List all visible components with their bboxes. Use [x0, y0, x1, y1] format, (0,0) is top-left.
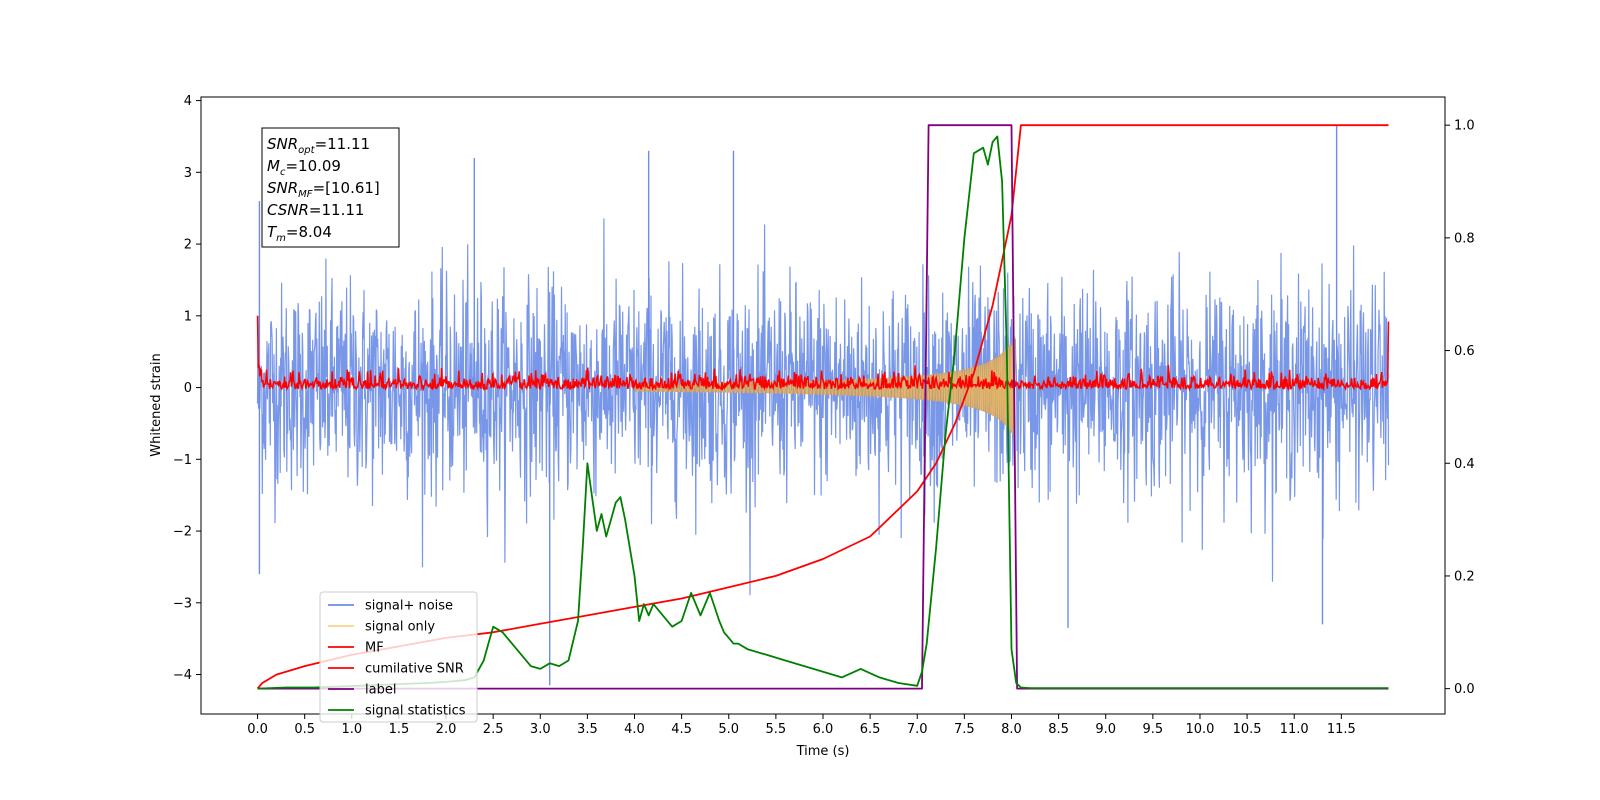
- x-axis-label: Time (s): [796, 744, 850, 759]
- x-tick-label: 6.5: [860, 722, 881, 737]
- y-tick-label: 1: [184, 309, 192, 324]
- x-tick-label: 5.5: [766, 722, 787, 737]
- x-tick-label: 9.0: [1095, 722, 1116, 737]
- y2-tick-label: 0.2: [1454, 569, 1475, 584]
- annotation-line: CSNR=11.11: [267, 201, 364, 219]
- y-tick-label: 2: [184, 238, 192, 253]
- x-tick-label: 5.0: [718, 722, 739, 737]
- annotation-line: SNRopt=11.11: [267, 135, 370, 156]
- annotation-box: SNRopt=11.11Mc=10.09SNRMF=[10.61]CSNR=11…: [261, 127, 400, 248]
- x-tick-label: 0.0: [247, 722, 268, 737]
- y-tick-label: −1: [173, 453, 192, 468]
- annotation-line: SNRMF=[10.61]: [267, 179, 380, 200]
- y-tick-label: 4: [184, 94, 192, 109]
- annotation-frame: [261, 127, 400, 248]
- series-signal-statistics-line: [257, 135, 1389, 690]
- x-tick-label: 6.0: [813, 722, 834, 737]
- legend-frame: [319, 591, 478, 723]
- legend-label: cumilative SNR: [365, 662, 464, 677]
- x-tick-label: 10.5: [1233, 722, 1262, 737]
- legend-label: signal only: [365, 620, 435, 635]
- legend-label: label: [365, 683, 396, 698]
- x-tick-label: 4.0: [624, 722, 645, 737]
- x-tick-label: 3.0: [530, 722, 551, 737]
- x-tick-label: 4.5: [671, 722, 692, 737]
- legend: signal+ noise signal only MF cumilative SNR…: [319, 591, 478, 723]
- x-tick-label: 1.0: [341, 722, 362, 737]
- y-axis-label: Whitened strain: [149, 353, 164, 456]
- y2-tick-label: 1.0: [1454, 119, 1475, 134]
- series-signal-noise-line: [256, 218, 1390, 596]
- y-tick-label: −2: [173, 525, 192, 540]
- legend-label: signal+ noise: [365, 599, 453, 614]
- legend-label: MF: [365, 641, 384, 656]
- y-tick-label: 3: [184, 166, 192, 181]
- x-tick-label: 2.0: [436, 722, 457, 737]
- signal-noise-spikes: [258, 125, 1338, 686]
- y-tick-label: −3: [173, 596, 192, 611]
- x-tick-label: 9.5: [1143, 722, 1164, 737]
- y2-tick-label: 0.6: [1454, 344, 1475, 359]
- series-mf-line: [256, 315, 1390, 392]
- x-tick-label: 11.5: [1327, 722, 1356, 737]
- x-tick-label: 0.5: [294, 722, 315, 737]
- x-tick-label: 10.0: [1185, 722, 1214, 737]
- y-tick-label: 0: [184, 381, 192, 396]
- x-tick-label: 3.5: [577, 722, 598, 737]
- x-tick-label: 7.5: [954, 722, 975, 737]
- annotation-line: Mc=10.09: [267, 157, 341, 178]
- y2-tick-label: 0.0: [1454, 682, 1475, 697]
- legend-label: signal statistics: [365, 704, 466, 719]
- x-tick-label: 1.5: [389, 722, 410, 737]
- x-tick-label: 2.5: [483, 722, 504, 737]
- y2-tick-label: 0.8: [1454, 231, 1475, 246]
- x-tick-label: 8.0: [1001, 722, 1022, 737]
- y-tick-label: −4: [173, 668, 192, 683]
- y2-tick-label: 0.4: [1454, 457, 1475, 472]
- annotation-line: Tm=8.04: [267, 223, 332, 244]
- x-tick-label: 7.0: [907, 722, 928, 737]
- series-signal-only-line: [634, 337, 1016, 435]
- x-tick-label: 11.0: [1280, 722, 1309, 737]
- x-tick-label: 8.5: [1048, 722, 1069, 737]
